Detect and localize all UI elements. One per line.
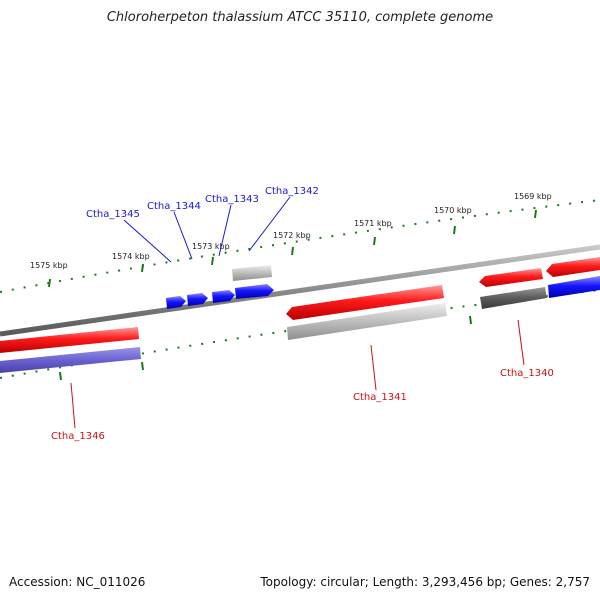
- tick-label: 1569 kbp: [514, 192, 552, 201]
- accession-text: Accession: NC_011026: [9, 575, 146, 589]
- gene-ctha-1341[interactable]: [286, 285, 444, 320]
- gene-ctha-1343[interactable]: [212, 290, 235, 303]
- genome-backbone: [0, 244, 600, 337]
- gene-label-ctha-1342[interactable]: Ctha_1342: [265, 186, 319, 197]
- upper-tick-ring: [0, 199, 600, 293]
- major-ticks-lower: [59, 315, 472, 381]
- tick-label: 1571 kbp: [354, 219, 392, 228]
- reverse-label-leaders: [70, 319, 525, 429]
- tick-label: 1573 kbp: [192, 242, 230, 251]
- rna-feature[interactable]: [287, 303, 447, 340]
- forward-label-leaders: [123, 196, 291, 263]
- gene-label-ctha-1346[interactable]: Ctha_1346: [51, 431, 105, 442]
- genome-summary-text: Topology: circular; Length: 3,293,456 bp…: [260, 575, 590, 589]
- tick-label: 1575 kbp: [30, 261, 68, 270]
- gene-feature[interactable]: [548, 276, 600, 298]
- major-ticks-upper: [48, 209, 537, 288]
- gene-label-ctha-1344[interactable]: Ctha_1344: [147, 201, 201, 212]
- gene-ctha-1342[interactable]: [235, 284, 274, 299]
- gene-ctha-1346[interactable]: [0, 327, 139, 353]
- gene-label-ctha-1341[interactable]: Ctha_1341: [353, 392, 407, 403]
- tick-label: 1572 kbp: [273, 231, 311, 240]
- tick-label: 1574 kbp: [112, 252, 150, 261]
- gene-ctha-1344[interactable]: [187, 293, 208, 306]
- gene-ctha-1345[interactable]: [166, 296, 186, 309]
- gene-label-ctha-1343[interactable]: Ctha_1343: [205, 194, 259, 205]
- gene-feature[interactable]: [546, 257, 600, 277]
- tick-label: 1570 kbp: [434, 206, 472, 215]
- genome-title: Chloroherpeton thalassium ATCC 35110, co…: [106, 10, 494, 25]
- gene-ctha-1340[interactable]: [479, 268, 543, 287]
- gene-label-ctha-1340[interactable]: Ctha_1340: [500, 368, 554, 379]
- gene-label-ctha-1345[interactable]: Ctha_1345: [86, 209, 140, 220]
- rna-feature[interactable]: [480, 287, 547, 309]
- rna-feature[interactable]: [232, 265, 272, 281]
- rna-feature[interactable]: [0, 347, 141, 373]
